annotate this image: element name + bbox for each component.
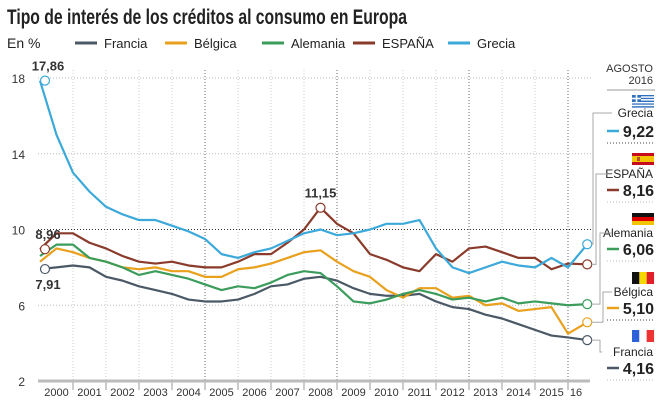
x-tick-label: 2014 xyxy=(506,387,530,399)
connector-line xyxy=(591,112,612,245)
y-tick-label: 18 xyxy=(12,72,26,86)
legend-item: Bélgica xyxy=(165,36,237,51)
annotation-label: 11,15 xyxy=(305,186,337,201)
panel-latest-value: 4,16 xyxy=(623,361,654,378)
x-tick-label: 2007 xyxy=(275,387,299,399)
series-line-grecia xyxy=(38,80,589,275)
legend-label: Alemania xyxy=(291,36,346,51)
legend-item: ESPAÑA xyxy=(353,36,434,51)
panel-country-label: Alemania xyxy=(603,226,653,240)
y-tick-label: 6 xyxy=(18,299,25,313)
series-line-españa xyxy=(39,206,588,273)
panel-country-label: Bélgica xyxy=(614,285,654,299)
panel-country-label: Francia xyxy=(613,345,653,359)
x-tick-label: 2004 xyxy=(176,387,200,399)
legend-item: Grecia xyxy=(448,36,516,51)
legend-label: Francia xyxy=(104,36,148,51)
x-tick-label: 2009 xyxy=(341,387,365,399)
legend-label: Grecia xyxy=(477,36,516,51)
x-tick-label: 2008 xyxy=(308,387,332,399)
panel-latest-value: 9,22 xyxy=(623,124,654,141)
y-tick-label: 10 xyxy=(12,224,26,238)
connector-line xyxy=(591,339,602,353)
y-axis-unit: En % xyxy=(7,35,40,51)
x-tick-label: 2005 xyxy=(209,387,233,399)
series-line-bélgica xyxy=(39,247,588,335)
latest-values-panel: AGOSTO 2016 Grecia 9,22 ESPAÑA 8,16 Alemania… xyxy=(591,63,655,381)
x-tick-label: 16 xyxy=(570,387,582,399)
x-tick-label: 2006 xyxy=(242,387,266,399)
x-tick-label: 2010 xyxy=(374,387,398,399)
annotation-label: 17,86 xyxy=(32,59,65,74)
connector-line xyxy=(591,291,612,323)
panel-row-españa: ESPAÑA 8,16 xyxy=(591,153,655,265)
endpoint-marker xyxy=(582,317,593,328)
panel-row-bélgica: Bélgica 5,10 xyxy=(591,272,655,323)
latest-header-year: 2016 xyxy=(629,75,653,87)
y-tick-label: 14 xyxy=(12,148,26,162)
x-tick-label: 2012 xyxy=(440,387,464,399)
greece-flag xyxy=(632,95,654,108)
y-tick-label: 2 xyxy=(18,375,25,389)
connector-line xyxy=(591,173,612,265)
legend-item: Alemania xyxy=(262,36,346,51)
x-tick-label: 2002 xyxy=(110,387,134,399)
chart-title: Tipo de interés de los créditos al consu… xyxy=(7,6,407,29)
panel-row-grecia: Grecia 9,22 xyxy=(591,95,655,245)
belgium-flag xyxy=(632,272,655,284)
panel-latest-value: 6,06 xyxy=(623,242,654,259)
panel-latest-value: 5,10 xyxy=(623,301,654,318)
endpoint-marker xyxy=(582,259,593,270)
x-tick-label: 2001 xyxy=(77,387,101,399)
endpoint-marker xyxy=(582,334,593,346)
annotation-marker xyxy=(39,75,51,86)
x-tick-label: 2011 xyxy=(408,387,432,399)
germany-flag xyxy=(632,213,654,225)
panel-country-label: ESPAÑA xyxy=(605,167,653,181)
annotation-label: 8,96 xyxy=(35,227,60,242)
endpoint-marker xyxy=(582,299,593,310)
legend-item: Francia xyxy=(75,36,148,51)
france-flag xyxy=(632,330,655,342)
annotation-marker xyxy=(39,263,51,275)
series-lines: 17,86 8,96 7,91 11,15 xyxy=(32,59,593,346)
series-line-francia xyxy=(39,264,588,342)
connector-line xyxy=(591,232,612,305)
panel-latest-value: 8,16 xyxy=(623,183,654,200)
x-tick-label: 2000 xyxy=(44,387,68,399)
annotation-marker xyxy=(39,244,51,255)
latest-header-month: AGOSTO xyxy=(606,63,653,75)
endpoint-marker xyxy=(582,239,593,250)
x-tick-label: 2015 xyxy=(539,387,563,399)
spain-flag xyxy=(632,153,654,165)
panel-row-francia: Francia 4,16 xyxy=(591,330,655,381)
legend-label: Bélgica xyxy=(194,36,237,51)
legend: Francia Bélgica Alemania ESPAÑA Grecia xyxy=(75,36,516,51)
panel-row-alemania: Alemania 6,06 xyxy=(591,213,655,305)
x-tick-label: 2003 xyxy=(143,387,167,399)
legend-label: ESPAÑA xyxy=(382,36,434,51)
series-line-alemania xyxy=(39,243,588,307)
grid: 2 6 10 14 18 2000 2001 2002 2003 2004 2005 2006 2007… xyxy=(12,70,592,399)
annotation-marker xyxy=(315,202,326,213)
x-tick-label: 2013 xyxy=(473,387,497,399)
panel-country-label: Grecia xyxy=(618,106,654,120)
annotation-label: 7,91 xyxy=(35,277,60,292)
